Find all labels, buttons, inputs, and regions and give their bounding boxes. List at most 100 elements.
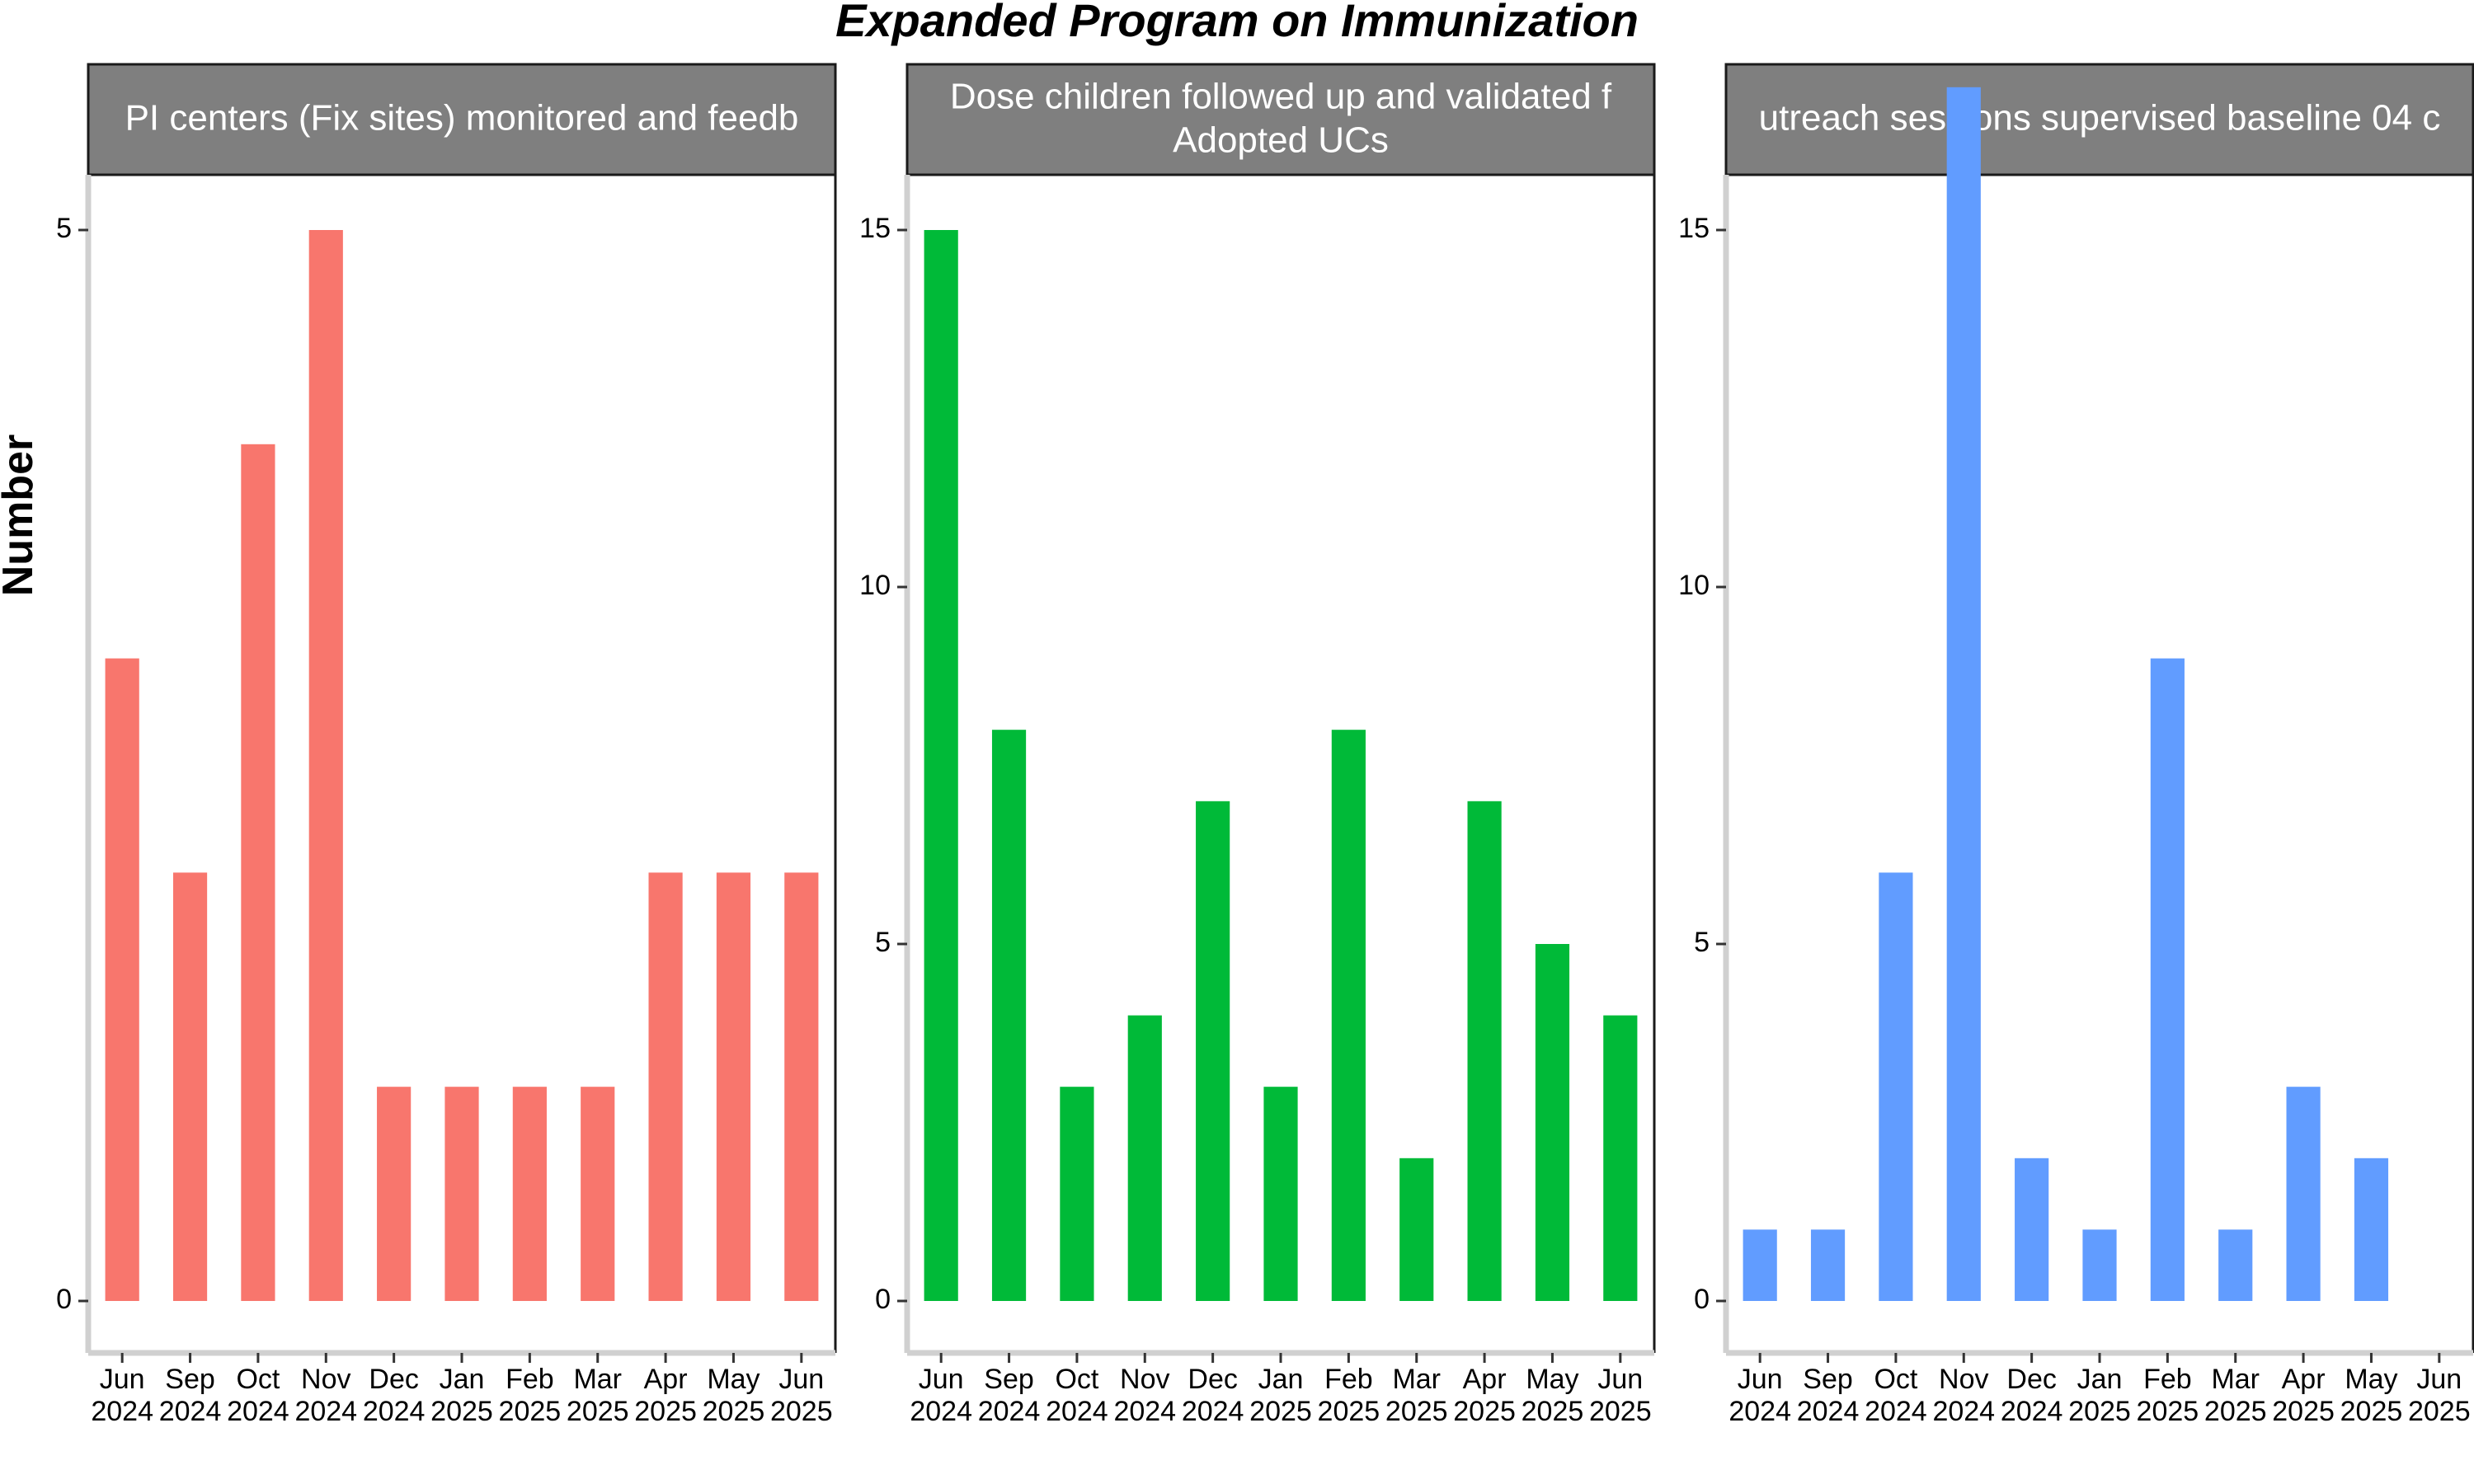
x-tick-label: Jun [100, 1364, 145, 1395]
bar [2015, 1158, 2049, 1301]
bar [1879, 872, 1913, 1301]
x-tick-label: Jun [2416, 1364, 2462, 1395]
x-tick-label: Mar [1392, 1364, 1441, 1395]
bar [1810, 1229, 1846, 1301]
bar [2286, 1087, 2321, 1301]
x-tick-label: Nov [301, 1364, 350, 1395]
facet-strip-label: Dose children followed up and validated … [950, 77, 1612, 117]
bar [105, 658, 139, 1301]
x-tick-label: 2025 [499, 1396, 562, 1427]
bar [1946, 87, 1981, 1301]
y-tick-label: 0 [1694, 1284, 1710, 1315]
bar [1603, 1015, 1638, 1301]
y-tick-label: 15 [859, 213, 891, 244]
facet-strip [87, 63, 837, 176]
y-tick-label: 5 [875, 927, 891, 958]
facet-strip [905, 63, 1656, 176]
y-tick-label: 0 [56, 1284, 72, 1315]
x-tick-label: May [707, 1364, 760, 1395]
x-tick-label: 2025 [1453, 1396, 1516, 1427]
bar [1196, 801, 1230, 1301]
y-tick-label: 10 [1678, 570, 1710, 601]
x-tick-label: Mar [573, 1364, 622, 1395]
bar [1331, 730, 1366, 1301]
x-tick-label: Feb [506, 1364, 554, 1395]
bar [924, 230, 958, 1301]
x-tick-label: May [1526, 1364, 1578, 1395]
x-tick-label: Sep [1803, 1364, 1853, 1395]
bar [716, 872, 751, 1301]
x-tick-label: 2025 [770, 1396, 833, 1427]
x-tick-label: 2024 [1932, 1396, 1995, 1427]
bar [308, 230, 343, 1301]
x-tick-label: Sep [165, 1364, 215, 1395]
bar [444, 1087, 479, 1301]
x-tick-label: Apr [2282, 1364, 2326, 1395]
x-tick-label: Oct [236, 1364, 280, 1395]
x-tick-label: Sep [984, 1364, 1034, 1395]
x-tick-label: Feb [2143, 1364, 2192, 1395]
x-tick-label: Oct [1874, 1364, 1917, 1395]
bar [2218, 1229, 2253, 1301]
x-tick-label: Dec [369, 1364, 418, 1395]
x-tick-label: Jun [1597, 1364, 1643, 1395]
bar [377, 1087, 412, 1301]
x-tick-label: 2024 [910, 1396, 972, 1427]
x-tick-label: 2024 [1729, 1396, 1791, 1427]
x-tick-label: Apr [1463, 1364, 1507, 1395]
x-tick-label: 2025 [2068, 1396, 2131, 1427]
x-tick-label: 2025 [2272, 1396, 2335, 1427]
x-tick-label: 2024 [159, 1396, 222, 1427]
x-tick-label: 2025 [2340, 1396, 2403, 1427]
y-tick-label: 5 [1694, 927, 1710, 958]
bar [512, 1087, 547, 1301]
bar [2150, 658, 2185, 1301]
bar [172, 872, 208, 1301]
x-tick-label: Feb [1324, 1364, 1373, 1395]
bar [784, 872, 819, 1301]
x-tick-label: 2024 [978, 1396, 1041, 1427]
y-tick-label: 5 [56, 213, 72, 244]
x-tick-label: 2024 [363, 1396, 426, 1427]
x-tick-label: 2025 [1385, 1396, 1448, 1427]
y-tick-label: 10 [859, 570, 891, 601]
x-tick-label: 2025 [430, 1396, 493, 1427]
x-tick-label: 2025 [634, 1396, 697, 1427]
facet-strip-label: utreach sessions supervised baseline 04 … [1759, 98, 2441, 139]
facet-strip [1724, 63, 2474, 176]
bar [991, 730, 1027, 1301]
x-tick-label: 2024 [227, 1396, 289, 1427]
y-tick-label: 15 [1678, 213, 1710, 244]
bar [1743, 1229, 1777, 1301]
x-tick-label: 2024 [294, 1396, 357, 1427]
x-tick-label: 2024 [1182, 1396, 1244, 1427]
x-tick-label: 2025 [1522, 1396, 1584, 1427]
x-tick-label: 2024 [1797, 1396, 1860, 1427]
x-tick-label: 2025 [1249, 1396, 1312, 1427]
x-tick-label: 2024 [1113, 1396, 1176, 1427]
bar [1399, 1158, 1434, 1301]
facet-strip-label: Adopted UCs [1173, 120, 1389, 161]
x-tick-label: Dec [1188, 1364, 1237, 1395]
bar [2082, 1229, 2117, 1301]
x-tick-label: Jan [2077, 1364, 2123, 1395]
chart-title: Expanded Program on Immunization [835, 0, 1639, 46]
x-tick-label: 2024 [1046, 1396, 1108, 1427]
x-tick-label: 2024 [1865, 1396, 1927, 1427]
bar [1263, 1087, 1298, 1301]
y-tick-label: 0 [875, 1284, 891, 1315]
facet-strip-label: PI centers (Fix sites) monitored and fee… [125, 98, 799, 139]
bar [581, 1087, 615, 1301]
x-tick-label: 2024 [91, 1396, 153, 1427]
bar [241, 444, 275, 1301]
x-tick-label: May [2345, 1364, 2397, 1395]
x-tick-label: Nov [1120, 1364, 1169, 1395]
bar [1060, 1087, 1094, 1301]
x-tick-label: 2025 [2137, 1396, 2199, 1427]
x-tick-label: 2025 [1318, 1396, 1380, 1427]
x-tick-label: 2025 [567, 1396, 629, 1427]
x-tick-label: Nov [1939, 1364, 1988, 1395]
x-tick-label: Jun [778, 1364, 824, 1395]
